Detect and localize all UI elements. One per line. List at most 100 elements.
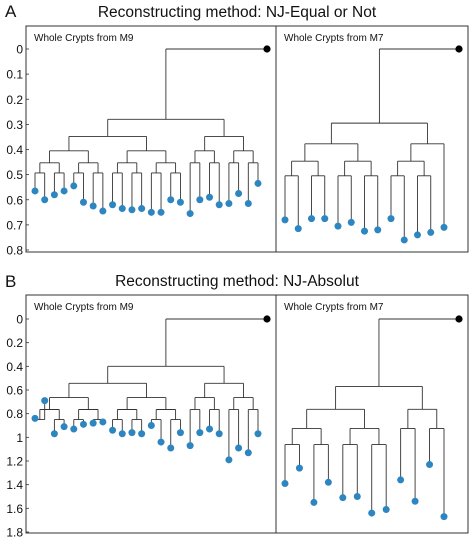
- chart-0-ytick-label: 0: [16, 43, 23, 57]
- chart-0-subplot-0-leaf-point: [31, 187, 39, 195]
- chart-1-ytick-label: 1.6: [6, 502, 23, 516]
- chart-0-subplot-0-leaf-point: [196, 196, 204, 204]
- chart-1-subplot-1-leaf-point: [310, 498, 318, 506]
- chart-1-subplot-0-leaf-point: [109, 426, 117, 434]
- panel-b-letter: B: [5, 272, 17, 291]
- chart-1-subplot-1-root-point: [455, 315, 463, 323]
- chart-0-subplot-0-leaf-point: [244, 200, 252, 208]
- chart-1-subplot-0-leaf-point: [157, 438, 165, 446]
- chart-0-subplot-0-leaf-point: [79, 198, 87, 206]
- chart-0-subplot-1-leaf-point: [387, 215, 395, 223]
- chart-0-subplot-0-leaf-point: [167, 196, 175, 204]
- chart-0-ytick-label: 0.2: [6, 93, 23, 107]
- chart-1-subplot-0-leaf-point: [196, 429, 204, 437]
- chart-1-subplot-1-leaf-point: [368, 509, 376, 517]
- chart-1-subplot-1-title: Whole Crypts from M7: [284, 302, 384, 313]
- chart-1-subplot-0-leaf-point: [70, 425, 78, 433]
- chart-0-subplot-1-leaf-point: [281, 216, 289, 224]
- chart-1-subplot-0-leaf-point: [60, 423, 68, 431]
- chart-1-subplot-1-leaf-point: [324, 478, 332, 486]
- chart-0-subplot-0-leaf-point: [50, 191, 58, 199]
- chart-1-subplot-0-leaf-point: [138, 430, 146, 438]
- chart-1-subplot-1-leaf-point: [281, 479, 289, 487]
- chart-0-subplot-1-leaf-point: [440, 223, 448, 231]
- chart-0-subplot-1-leaf-point: [308, 215, 315, 223]
- chart-1-ytick-label: 0.8: [6, 407, 23, 421]
- chart-1-ytick-label: 1.4: [6, 478, 23, 492]
- chart-1-subplot-0-leaf-point: [176, 429, 184, 437]
- chart-1-subplot-0-leaf-point: [215, 430, 223, 438]
- chart-1-subplot-1-leaf-point: [295, 464, 303, 472]
- chart-1-ytick-label: 0.6: [6, 384, 23, 398]
- chart-0-subplot-0-leaf-point: [176, 198, 184, 206]
- chart-0-subplot-0-leaf-point: [206, 193, 214, 201]
- chart-0-subplot-0-leaf-point: [254, 179, 262, 187]
- chart-1-subplot-1-leaf-point: [440, 513, 448, 521]
- panel-a-letter: A: [5, 2, 17, 21]
- chart-1-subplot-0-leaf-point: [206, 425, 214, 433]
- chart-0-subplot-0-leaf-point: [138, 205, 146, 213]
- chart-1-ytick-label: 0: [16, 313, 23, 327]
- chart-1-ytick-label: 1: [16, 431, 23, 445]
- chart-0-subplot-0-leaf-point: [70, 182, 78, 190]
- chart-1-subplot-0-leaf-point: [167, 444, 175, 452]
- chart-1-subplot-1-leaf-point: [382, 506, 390, 514]
- chart-0-subplot-1-title: Whole Crypts from M7: [284, 33, 384, 44]
- chart-1-subplot-0-leaf-point: [244, 449, 252, 457]
- chart-0-subplot-0-leaf-point: [225, 200, 233, 208]
- chart-1-ytick-label: 0.2: [6, 336, 23, 350]
- chart-0-subplot-0-leaf-point: [118, 205, 126, 213]
- chart-1-ytick-label: 0.4: [6, 360, 23, 374]
- chart-1-subplot-0-leaf-point: [128, 429, 136, 437]
- chart-0-subplot-0-leaf-point: [60, 187, 68, 195]
- chart-0-subplot-0-leaf-point: [215, 201, 223, 209]
- chart-0-ytick-label: 0.1: [6, 68, 23, 82]
- chart-1-subplot-0-leaf-point: [41, 397, 49, 405]
- chart-0-subplot-0-leaf-point: [109, 201, 117, 209]
- chart-1-ytick-label: 1.2: [6, 455, 23, 469]
- chart-0-subplot-1-leaf-point: [321, 215, 329, 223]
- chart-0-subplot-1-leaf-point: [427, 228, 435, 236]
- chart-1-subplot-0-leaf-point: [89, 419, 97, 427]
- chart-1-subplot-0-leaf-point: [79, 420, 87, 428]
- chart-0-subplot-0-leaf-point: [99, 207, 107, 215]
- chart-0-ytick-label: 0.3: [6, 118, 23, 132]
- chart-0-subplot-1-leaf-point: [334, 222, 342, 230]
- chart-0-subplot-1-leaf-point: [294, 225, 302, 233]
- chart-1-subplot-1-leaf-point: [353, 493, 361, 500]
- chart-1-subplot-1-leaf-point: [339, 494, 347, 502]
- chart-1-frame: [25, 294, 469, 534]
- chart-0-ytick-label: 0.7: [6, 218, 23, 232]
- chart-1-subplot-0-title: Whole Crypts from M9: [34, 302, 134, 313]
- chart-1-subplot-0-leaf-point: [50, 430, 58, 438]
- chart-0-subplot-0-leaf-point: [235, 189, 243, 197]
- chart-1-subplot-0-leaf-point: [225, 456, 233, 464]
- panel-a-title: Reconstructing method: NJ-Equal or Not: [97, 4, 377, 21]
- chart-0-subplot-0-leaf-point: [41, 196, 49, 204]
- chart-1-subplot-0-leaf-point: [118, 430, 126, 438]
- chart-0-subplot-1-leaf-point: [361, 227, 368, 235]
- chart-1-subplot-1-leaf-point: [426, 461, 434, 469]
- chart-0-ytick-label: 0.8: [6, 244, 23, 258]
- chart-1-ytick-label: 1.8: [6, 526, 23, 540]
- chart-0-ytick-label: 0.6: [6, 193, 23, 207]
- chart-1-subplot-0-leaf-point: [147, 422, 155, 429]
- chart-0-subplot-0-title: Whole Crypts from M9: [34, 33, 134, 44]
- chart-0-subplot-0-leaf-point: [89, 202, 97, 210]
- chart-0-subplot-1-root-point: [455, 45, 463, 53]
- chart-1-subplot-1-leaf-point: [411, 497, 419, 505]
- panel-b-title: Reconstructing method: NJ-Absolut: [115, 273, 359, 290]
- chart-0-subplot-0-leaf-point: [128, 206, 136, 214]
- chart-1-subplot-0-root-point: [263, 315, 271, 323]
- chart-0-ytick-label: 0.5: [6, 168, 23, 182]
- chart-1-subplot-0-leaf-point: [186, 442, 194, 450]
- chart-1-subplot-0-leaf-point: [235, 444, 243, 452]
- chart-0-ytick-label: 0.4: [6, 143, 23, 157]
- chart-0-frame: [25, 25, 469, 253]
- chart-0-subplot-1-leaf-point: [374, 226, 382, 234]
- chart-1-subplot-0-leaf-point: [31, 414, 39, 422]
- chart-0-subplot-0-leaf-point: [157, 208, 165, 216]
- chart-1-subplot-0-leaf-point: [254, 430, 262, 438]
- chart-1-subplot-1-leaf-point: [397, 476, 405, 484]
